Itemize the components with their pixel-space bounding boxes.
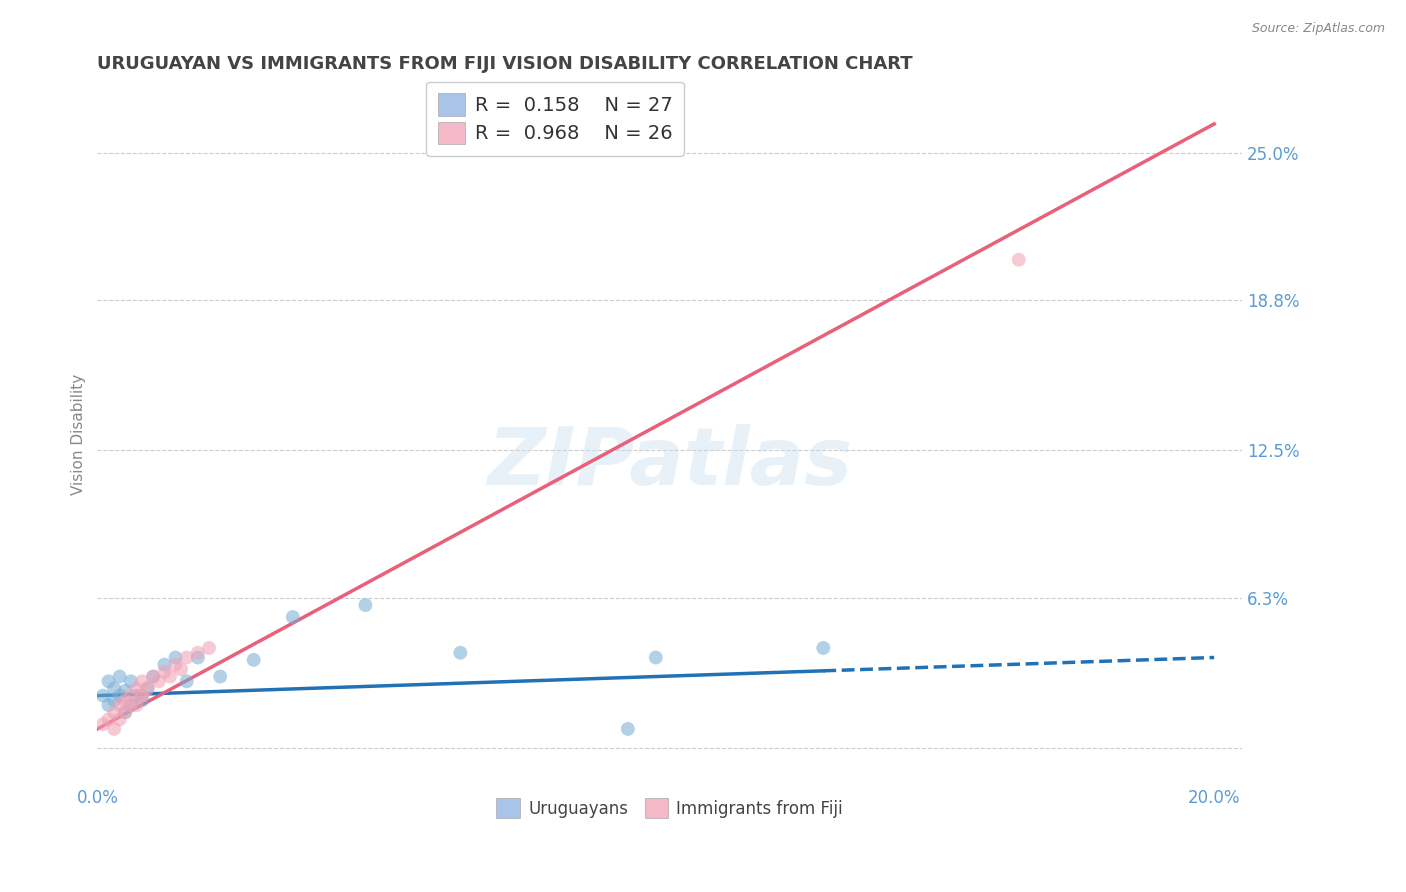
Point	[354, 598, 377, 612]
Point	[170, 662, 193, 676]
Point	[176, 674, 198, 689]
Point	[1008, 252, 1031, 267]
Text: URUGUAYAN VS IMMIGRANTS FROM FIJI VISION DISABILITY CORRELATION CHART: URUGUAYAN VS IMMIGRANTS FROM FIJI VISION…	[97, 55, 912, 73]
Point	[176, 650, 198, 665]
Point	[449, 646, 471, 660]
Point	[131, 693, 153, 707]
Point	[103, 693, 125, 707]
Point	[131, 689, 153, 703]
Point	[125, 681, 148, 696]
Point	[114, 706, 136, 720]
Point	[91, 717, 114, 731]
Point	[108, 669, 131, 683]
Point	[125, 689, 148, 703]
Point	[103, 706, 125, 720]
Point	[165, 650, 187, 665]
Point	[165, 657, 187, 672]
Point	[97, 674, 120, 689]
Point	[125, 698, 148, 713]
Point	[108, 689, 131, 703]
Point	[108, 713, 131, 727]
Point	[136, 681, 159, 696]
Point	[153, 657, 176, 672]
Point	[153, 665, 176, 679]
Text: ZIPatlas: ZIPatlas	[488, 424, 852, 501]
Legend: Uruguayans, Immigrants from Fiji: Uruguayans, Immigrants from Fiji	[489, 792, 849, 824]
Point	[281, 610, 304, 624]
Point	[120, 674, 142, 689]
Point	[242, 653, 264, 667]
Point	[108, 698, 131, 713]
Point	[187, 650, 209, 665]
Point	[131, 689, 153, 703]
Point	[131, 674, 153, 689]
Point	[97, 698, 120, 713]
Point	[617, 722, 640, 736]
Point	[103, 681, 125, 696]
Point	[114, 706, 136, 720]
Point	[114, 693, 136, 707]
Point	[120, 689, 142, 703]
Point	[136, 681, 159, 696]
Point	[644, 650, 666, 665]
Point	[187, 646, 209, 660]
Point	[142, 669, 165, 683]
Point	[142, 669, 165, 683]
Point	[813, 640, 835, 655]
Point	[103, 722, 125, 736]
Point	[120, 698, 142, 713]
Point	[120, 698, 142, 713]
Point	[114, 683, 136, 698]
Point	[159, 669, 181, 683]
Point	[91, 689, 114, 703]
Point	[97, 713, 120, 727]
Point	[198, 640, 221, 655]
Point	[209, 669, 232, 683]
Point	[148, 674, 170, 689]
Y-axis label: Vision Disability: Vision Disability	[72, 374, 86, 495]
Text: Source: ZipAtlas.com: Source: ZipAtlas.com	[1251, 22, 1385, 36]
